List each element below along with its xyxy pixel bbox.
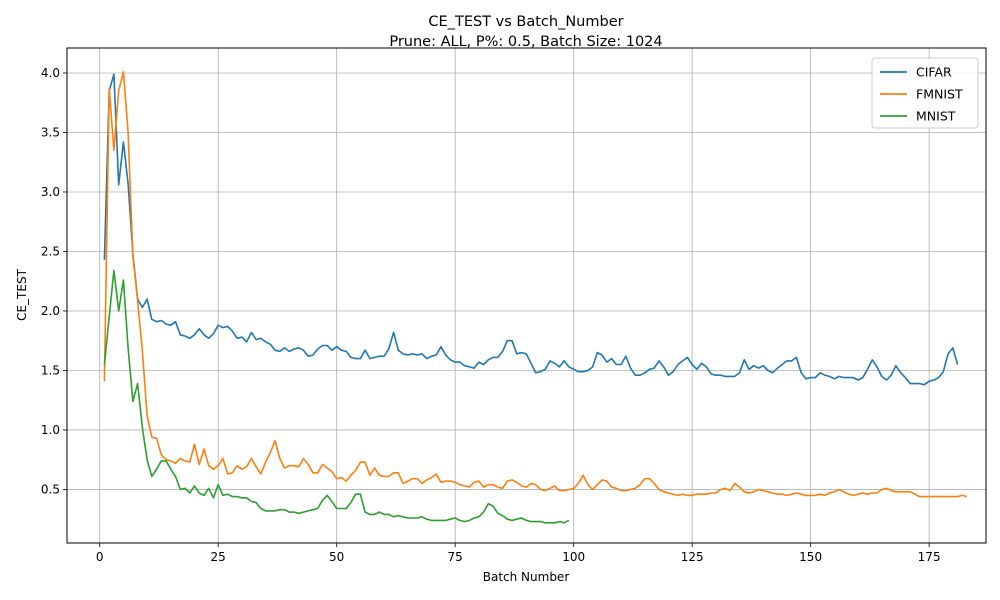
legend: CIFAR FMNIST MNIST: [871, 57, 979, 129]
x-tick-label: 25: [211, 550, 226, 564]
x-tick-label: 150: [799, 550, 822, 564]
grid-lines: [67, 48, 986, 543]
x-tick-label: 175: [918, 550, 941, 564]
y-tick-label: 2.0: [41, 304, 60, 318]
x-axis-ticks: 0 25 50 75 100 125 150 175: [96, 543, 941, 564]
y-tick-label: 4.0: [41, 66, 60, 80]
x-tick-label: 0: [96, 550, 104, 564]
y-axis-label: CE_TEST: [15, 268, 29, 320]
y-axis-ticks: 0.5 1.0 1.5 2.0 2.5 3.0 3.5 4.0: [41, 66, 67, 496]
chart-subtitle: Prune: ALL, P%: 0.5, Batch Size: 1024: [389, 34, 662, 50]
x-tick-label: 100: [562, 550, 585, 564]
y-tick-label: 3.5: [41, 125, 60, 139]
y-tick-label: 2.5: [41, 244, 60, 258]
series-line-cifar: [103, 73, 959, 386]
legend-label-fmnist: FMNIST: [916, 87, 963, 102]
x-tick-label: 125: [681, 550, 704, 564]
x-axis-label: Batch Number: [483, 570, 570, 584]
chart-title: CE_TEST vs Batch_Number: [428, 14, 623, 30]
plot-area-frame: [66, 47, 987, 544]
y-tick-label: 1.0: [41, 423, 60, 437]
series-lines: [103, 71, 968, 524]
x-tick-label: 50: [329, 550, 344, 564]
y-tick-label: 3.0: [41, 185, 60, 199]
legend-label-cifar: CIFAR: [916, 65, 952, 80]
series-line-fmnist: [103, 71, 968, 498]
y-tick-label: 0.5: [41, 482, 60, 496]
legend-box: [871, 57, 979, 129]
x-tick-label: 75: [448, 550, 463, 564]
y-tick-label: 1.5: [41, 363, 60, 377]
series-line-mnist: [103, 269, 570, 524]
legend-label-mnist: MNIST: [916, 109, 956, 124]
